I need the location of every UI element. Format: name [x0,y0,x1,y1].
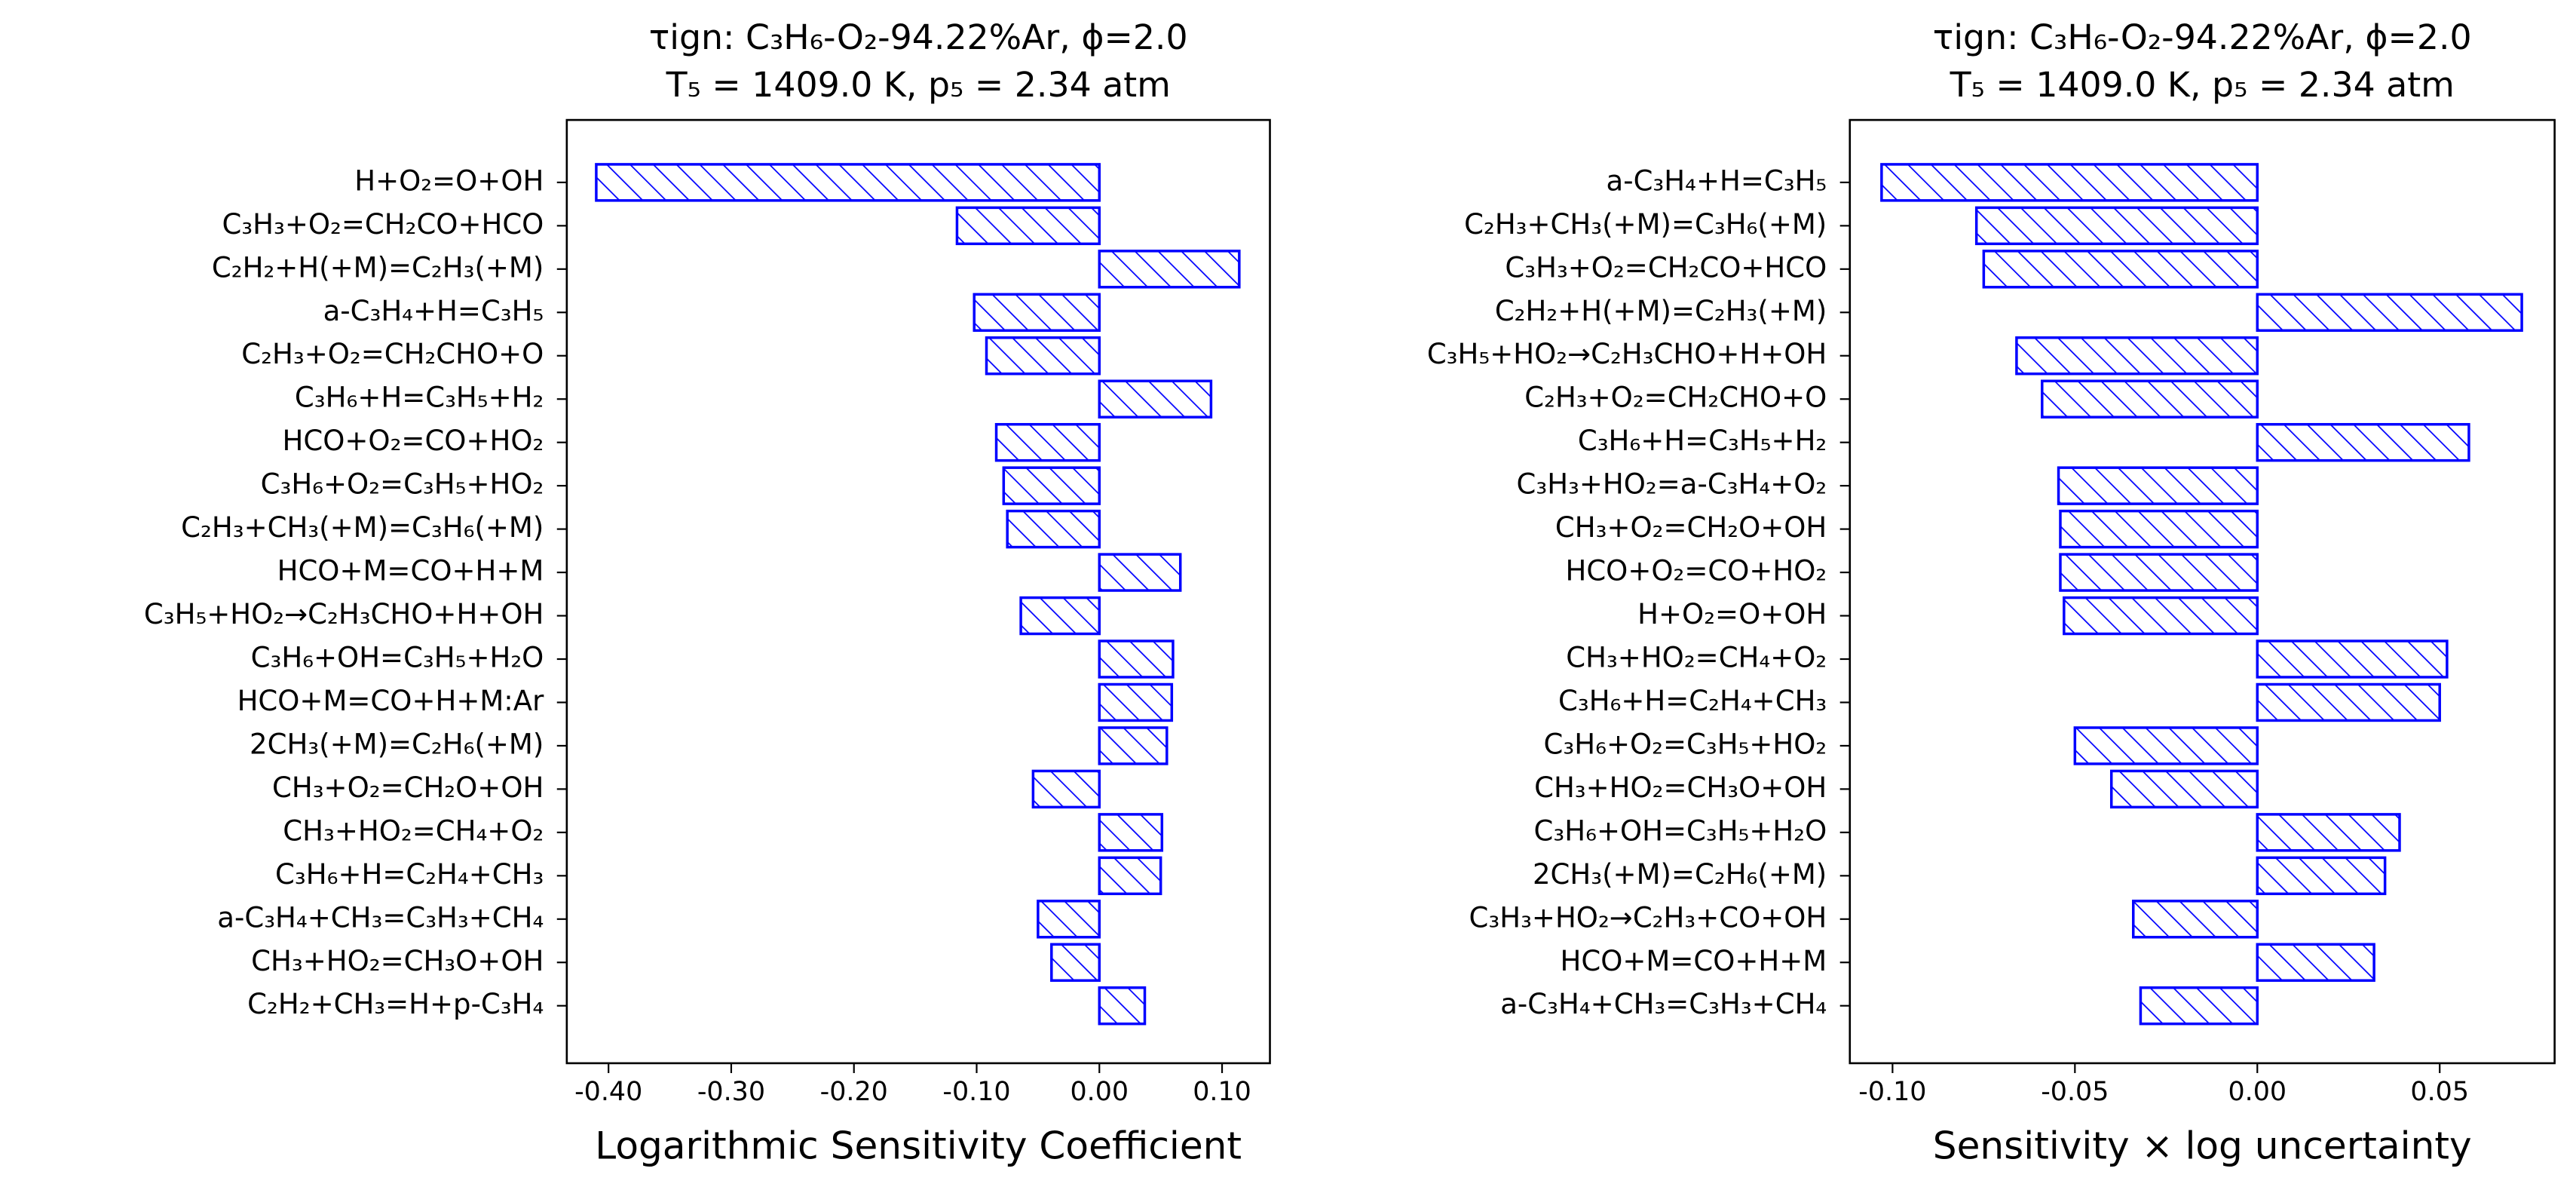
x-tick-label: -0.10 [1858,1077,1926,1107]
bar [1019,596,1101,636]
chart-title: τign: C₃H₆-O₂-94.22%Ar, ϕ=2.0 [1933,17,2472,57]
bar [1002,466,1101,505]
y-tick-label: a-C₃H₄+CH₃=C₃H₃+CH₄ [217,901,544,934]
y-tick-label: HCO+M=CO+H+M:Ar [237,685,545,717]
bar [1098,639,1175,679]
x-tick-label: 0.00 [1070,1077,1129,1107]
bar [1098,379,1213,419]
y-tick-label: C₃H₆+O₂=C₃H₅+HO₂ [261,468,544,501]
bar [1098,250,1241,289]
y-tick-label: HCO+M=CO+H+M [277,555,544,587]
y-tick-label: C₃H₅+HO₂→C₂H₃CHO+H+OH [144,598,544,630]
chart-subtitle: T₅ = 1409.0 K, p₅ = 2.34 atm [1950,65,2455,105]
y-tick-label: C₃H₃+HO₂→C₂H₃+CO+OH [1469,901,1827,934]
plot-frame [1849,118,2556,1065]
bar [2256,639,2449,679]
y-tick-label: a-C₃H₄+CH₃=C₃H₃+CH₄ [1500,988,1827,1020]
y-tick-label: CH₃+O₂=CH₂O+OH [1555,511,1827,544]
y-tick-label: CH₃+HO₂=CH₃O+OH [1534,771,1827,804]
y-tick-label: C₂H₂+CH₃=H+p-C₃H₄ [247,988,544,1020]
x-tick-label: 0.10 [1193,1077,1251,1107]
y-tick-label: C₃H₆+O₂=C₃H₅+HO₂ [1544,728,1827,760]
bar [1880,163,2259,202]
y-tick-label: H+O₂=O+OH [354,164,544,197]
y-tick-label: CH₃+O₂=CH₂O+OH [272,771,544,804]
bar [2041,379,2259,419]
bar [595,163,1101,202]
bar [2256,422,2470,462]
bar [1098,553,1182,592]
y-tick-label: C₃H₆+OH=C₃H₅+H₂O [251,641,544,673]
y-tick-label: HCO+O₂=CO+HO₂ [1565,555,1827,587]
bar [1098,856,1162,896]
bar [2015,336,2259,376]
bar [1006,509,1101,549]
bar [1031,769,1101,809]
bar [2256,813,2401,852]
bar [1050,943,1101,982]
bar [2109,769,2259,809]
bar [2059,509,2259,549]
y-tick-label: C₃H₆+H=C₃H₅+H₂ [295,382,544,414]
x-tick-label: 0.05 [2410,1077,2469,1107]
chart-title: τign: C₃H₆-O₂-94.22%Ar, ϕ=2.0 [649,17,1188,57]
bar [2063,596,2259,636]
y-tick-label: H+O₂=O+OH [1637,598,1827,630]
bar [2059,553,2259,592]
bar [2073,726,2259,765]
bar [2256,682,2441,722]
bar [994,422,1101,462]
y-tick-label: C₃H₆+H=C₃H₅+H₂ [1578,425,1827,457]
bar [2256,293,2523,332]
bar [985,336,1101,376]
y-tick-label: 2CH₃(+M)=C₂H₆(+M) [1533,858,1827,891]
x-axis-label: Sensitivity × log uncertainty [1933,1124,2472,1168]
bar [2256,943,2375,982]
y-tick-label: C₃H₆+H=C₂H₄+CH₃ [275,858,544,891]
x-tick-label: -0.05 [2041,1077,2109,1107]
bar [2139,986,2259,1026]
y-tick-label: C₂H₃+CH₃(+M)=C₃H₆(+M) [1464,208,1827,241]
y-tick-label: HCO+O₂=CO+HO₂ [283,425,544,457]
y-tick-label: a-C₃H₄+H=C₃H₅ [323,295,544,327]
plot-frame [565,118,1271,1065]
x-tick-label: -0.20 [820,1077,888,1107]
y-tick-label: C₃H₅+HO₂→C₂H₃CHO+H+OH [1427,338,1827,370]
chart-subtitle: T₅ = 1409.0 K, p₅ = 2.34 atm [666,65,1171,105]
bar [1098,986,1147,1026]
y-tick-label: C₂H₂+H(+M)=C₂H₃(+M) [212,251,544,284]
y-tick-label: C₂H₃+O₂=CH₂CHO+O [241,338,544,370]
x-tick-label: -0.30 [697,1077,765,1107]
bar [955,206,1101,246]
x-axis-label: Logarithmic Sensitivity Coefficient [595,1124,1242,1168]
y-tick-label: CH₃+HO₂=CH₄+O₂ [283,814,544,847]
y-tick-label: C₃H₆+OH=C₃H₅+H₂O [1534,814,1827,847]
x-tick-label: 0.00 [2228,1077,2287,1107]
y-tick-label: C₃H₃+O₂=CH₂CO+HCO [222,208,544,241]
bar [2132,900,2259,939]
y-tick-label: C₂H₃+CH₃(+M)=C₃H₆(+M) [181,511,544,544]
y-tick-label: C₃H₃+O₂=CH₂CO+HCO [1505,251,1827,284]
y-tick-label: C₂H₂+H(+M)=C₂H₃(+M) [1495,295,1827,327]
y-tick-label: CH₃+HO₂=CH₃O+OH [251,945,544,977]
bar [1098,813,1164,852]
y-tick-label: 2CH₃(+M)=C₂H₆(+M) [250,728,544,760]
x-tick-label: -0.40 [574,1077,642,1107]
bar [1037,900,1101,939]
bar [973,293,1101,332]
y-tick-label: a-C₃H₄+H=C₃H₅ [1607,164,1827,197]
y-tick-label: HCO+M=CO+H+M [1561,945,1827,977]
y-tick-label: C₃H₃+HO₂=a-C₃H₄+O₂ [1517,468,1827,501]
bar [2256,856,2387,896]
y-tick-label: CH₃+HO₂=CH₄+O₂ [1566,641,1827,673]
y-tick-label: C₂H₃+O₂=CH₂CHO+O [1524,382,1827,414]
bar [1974,206,2259,246]
bar [1982,250,2259,289]
bar [1098,726,1169,765]
bar [2057,466,2259,505]
bar [1098,682,1174,722]
y-tick-label: C₃H₆+H=C₂H₄+CH₃ [1558,685,1827,717]
x-tick-label: -0.10 [942,1077,1010,1107]
